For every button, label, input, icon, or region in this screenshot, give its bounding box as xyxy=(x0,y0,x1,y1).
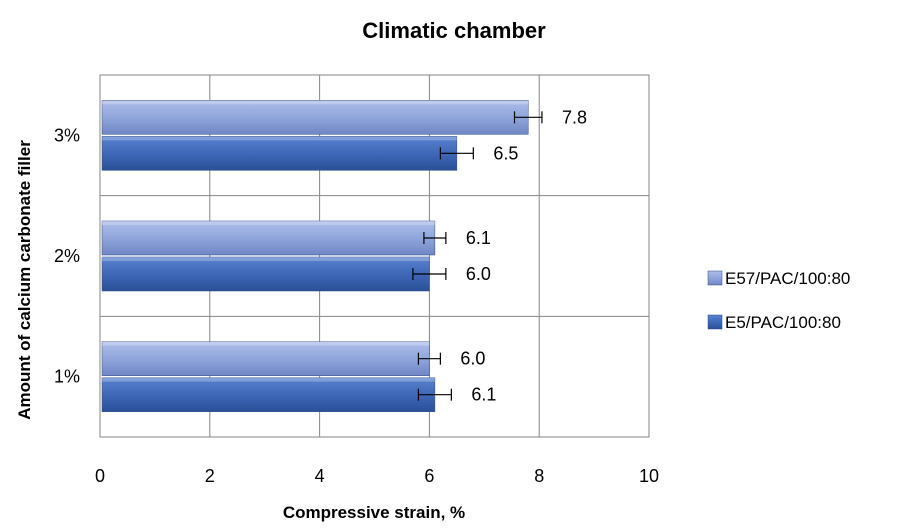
bar xyxy=(101,377,436,412)
bar-highlight xyxy=(102,341,430,346)
x-tick-labels: 0 2 4 6 8 10 xyxy=(95,466,659,486)
plot-area xyxy=(99,74,650,438)
error-bars xyxy=(412,111,543,401)
bar-highlight xyxy=(102,257,430,261)
x-tick-label: 8 xyxy=(534,466,544,486)
bar xyxy=(101,136,458,171)
legend-label: E5/PAC/100:80 xyxy=(725,313,841,332)
x-axis-title: Compressive strain, % xyxy=(283,503,465,522)
bar-highlight xyxy=(102,221,435,225)
legend: E57/PAC/100:80 E5/PAC/100:80 xyxy=(707,269,850,332)
bar xyxy=(101,341,430,376)
data-label: 6.0 xyxy=(460,349,485,369)
x-tick-label: 6 xyxy=(424,466,434,486)
data-label: 6.1 xyxy=(471,385,496,405)
chart-title: Climatic chamber xyxy=(362,18,546,43)
gridlines xyxy=(100,75,649,437)
x-tick-label: 2 xyxy=(205,466,215,486)
x-tick-label: 4 xyxy=(315,466,325,486)
bar xyxy=(101,100,529,135)
legend-label: E57/PAC/100:80 xyxy=(725,269,850,288)
data-label: 7.8 xyxy=(562,107,587,127)
legend-swatch xyxy=(707,314,723,330)
bars xyxy=(101,100,529,412)
x-tick-label: 10 xyxy=(639,466,659,486)
data-label: 6.5 xyxy=(493,143,518,163)
data-label: 6.1 xyxy=(466,228,491,248)
y-tick-labels: 1% 2% 3% xyxy=(54,125,80,386)
x-tick-label: 0 xyxy=(95,466,105,486)
bar-highlight xyxy=(102,377,435,382)
y-tick-label: 2% xyxy=(54,246,80,266)
bar xyxy=(101,256,430,292)
bar-highlight xyxy=(102,100,529,105)
y-tick-label: 1% xyxy=(54,367,80,387)
y-axis-title: Amount of calcium carbonate filler xyxy=(15,140,34,420)
bar-highlight xyxy=(102,136,457,141)
bar xyxy=(101,220,436,256)
y-tick-label: 3% xyxy=(54,125,80,145)
data-labels: 6.0 6.1 6.1 6.0 7.8 6.5 xyxy=(460,107,587,404)
data-label: 6.0 xyxy=(466,264,491,284)
legend-swatch xyxy=(707,270,723,286)
